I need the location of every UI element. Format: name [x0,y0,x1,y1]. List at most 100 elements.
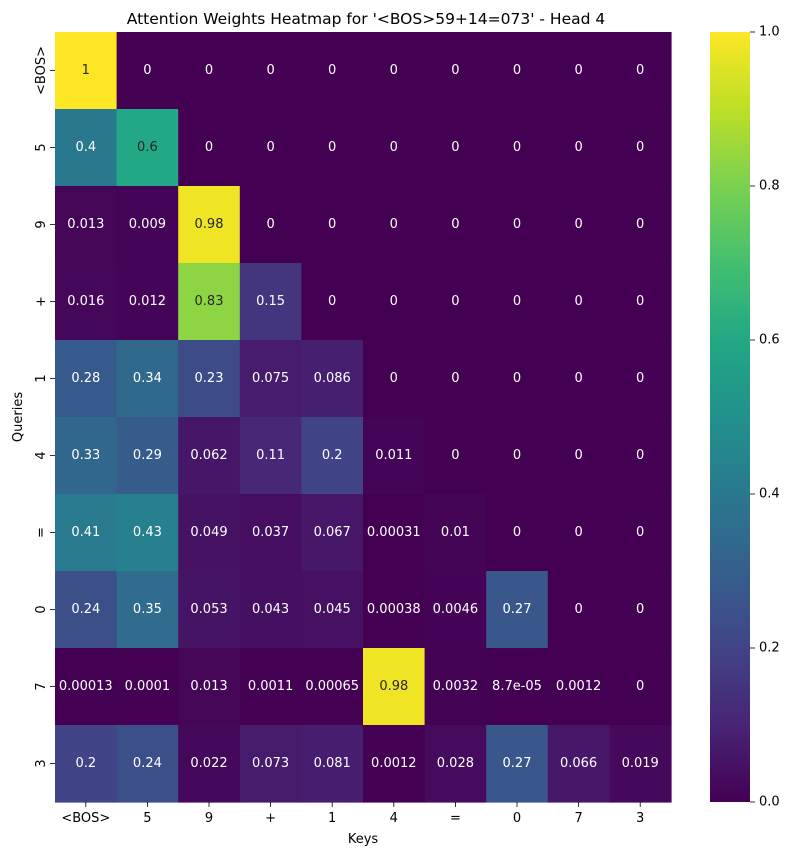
heatmap-cell [178,186,241,264]
cell-value-label: 0.043 [252,602,289,617]
cell-value-label: 0 [513,525,521,540]
heatmap-cell [363,32,426,110]
cell-value-label: 0 [266,140,274,155]
cell-value-label: 0.11 [256,448,285,463]
cell-value-label: 0 [451,448,459,463]
heatmap-cell [547,648,610,726]
cell-value-label: 0 [328,217,336,232]
cell-value-label: 0.0001 [125,679,171,694]
heatmap-cell [116,263,179,341]
cell-value-label: 0 [636,602,644,617]
heatmap-cell [424,494,487,572]
colorbar-tick-label: 0.0 [759,795,780,810]
x-tick-label: 9 [205,811,213,826]
heatmap-cell [301,186,364,264]
heatmap-cell [486,725,549,803]
cell-value-label: 0 [574,217,582,232]
heatmap-cell [301,725,364,803]
heatmap-cell [486,340,549,418]
heatmap-cell [239,186,302,264]
cell-value-label: 8.7e-05 [492,679,542,694]
cell-value-label: 0.0046 [433,602,479,617]
heatmap-cell [363,571,426,649]
cell-value-label: 0 [636,63,644,78]
heatmap-cell [116,571,179,649]
cell-value-label: 0.23 [195,371,224,386]
cell-value-label: 0 [266,63,274,78]
cell-value-label: 0 [574,140,582,155]
heatmap-cell [116,417,179,495]
heatmap-cell [239,725,302,803]
cell-value-label: 0 [636,217,644,232]
cell-value-label: 0.037 [252,525,289,540]
cell-value-label: 0 [513,217,521,232]
cell-value-label: 0.34 [133,371,162,386]
heatmap-cell [301,32,364,110]
heatmap-cell [547,186,610,264]
cell-value-label: 0 [513,448,521,463]
cell-value-label: 0 [513,294,521,309]
heatmap-cell [363,494,426,572]
cell-value-label: 0 [574,63,582,78]
cell-value-label: 0 [513,140,521,155]
cell-value-label: 0.066 [560,756,597,771]
cell-value-label: 0.98 [195,217,224,232]
heatmap-cell [55,648,118,726]
heatmap-cell [55,725,118,803]
cell-value-label: 0 [390,217,398,232]
cell-value-label: 0.35 [133,602,162,617]
heatmap-cell [547,417,610,495]
cell-value-label: 0 [451,294,459,309]
heatmap-cell [239,340,302,418]
heatmap-cell [547,109,610,187]
heatmap-cell [178,32,241,110]
heatmap-cell [486,571,549,649]
cell-value-label: 0.43 [133,525,162,540]
heatmap-cell [239,109,302,187]
heatmap-cell [424,725,487,803]
y-tick-label: 0 [34,605,49,613]
cell-value-label: 0 [574,448,582,463]
cell-value-label: 1 [82,63,90,78]
cell-value-label: 0.0011 [248,679,294,694]
cell-value-label: 0.33 [71,448,100,463]
heatmap-cell [486,494,549,572]
heatmap-cell [55,109,118,187]
cell-value-label: 0 [143,63,151,78]
heatmap-cell [116,725,179,803]
heatmap-cell [301,648,364,726]
x-tick-label: 1 [328,811,336,826]
heatmap-cell [424,32,487,110]
cell-value-label: 0 [513,63,521,78]
cell-value-label: 0.6 [137,140,158,155]
cell-value-label: 0 [574,294,582,309]
heatmap-cell [424,263,487,341]
heatmap-cell [178,340,241,418]
cell-value-label: 0 [574,371,582,386]
cell-value-label: 0.049 [190,525,227,540]
y-tick-label: 9 [34,220,49,228]
colorbar [710,32,750,802]
heatmap-cell [55,263,118,341]
heatmap-cell [178,417,241,495]
heatmap-cell [178,725,241,803]
cell-value-label: 0.00065 [305,679,359,694]
heatmap-cell [609,340,672,418]
cell-value-label: 0.013 [190,679,227,694]
heatmap-cell [239,32,302,110]
heatmap-cell [424,417,487,495]
heatmap-cell [486,32,549,110]
cell-value-label: 0.062 [190,448,227,463]
heatmap-cell [424,109,487,187]
cell-value-label: 0 [574,602,582,617]
cell-value-label: 0.011 [375,448,412,463]
cell-value-label: 0 [513,371,521,386]
cell-value-label: 0.028 [437,756,474,771]
cell-value-label: 0 [390,371,398,386]
heatmap-cell [301,263,364,341]
heatmap-cell [178,571,241,649]
heatmap-cell [486,417,549,495]
heatmap-cell [178,648,241,726]
heatmap-cell [486,109,549,187]
cell-value-label: 0.00038 [367,602,421,617]
